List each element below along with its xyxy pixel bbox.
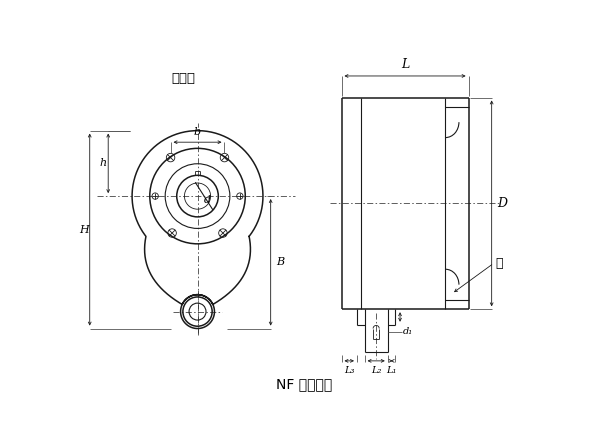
Text: L₁: L₁ [386,366,397,375]
Text: L₃: L₃ [344,366,355,375]
Text: D: D [497,197,507,210]
Text: H: H [80,224,89,235]
Text: 拆去盖: 拆去盖 [172,72,196,85]
Text: L: L [401,58,409,71]
Text: 盖: 盖 [496,257,503,270]
Text: b: b [194,127,201,137]
Text: L₂: L₂ [371,366,381,375]
Text: d: d [203,195,211,205]
Text: NF 型逆止器: NF 型逆止器 [277,377,333,391]
Text: B: B [276,257,284,267]
Text: d₁: d₁ [403,327,414,336]
Text: h: h [99,158,107,169]
